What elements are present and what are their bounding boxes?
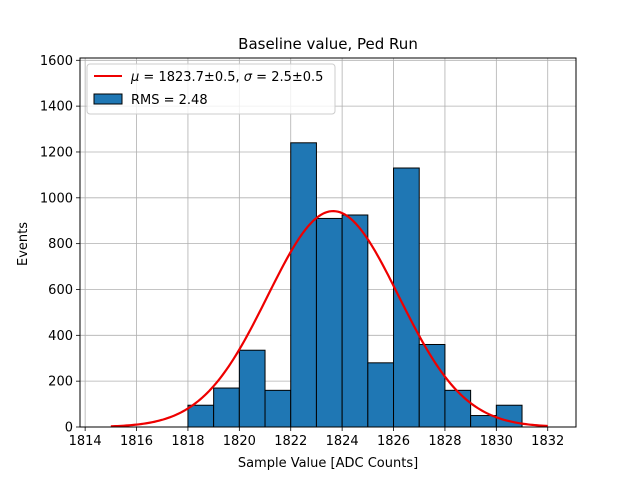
y-axis-ticks: 0 200 400 600 800 1000 1200 1400 1600 (40, 54, 80, 436)
legend: μ = 1823.7±0.5, σ = 2.5±0.5 RMS = 2.48 (86, 63, 336, 115)
legend-mu-value: = 1823.7±0.5, (143, 70, 239, 85)
x-tick-label: 1820 (223, 434, 256, 449)
x-axis-label: Sample Value [ADC Counts] (238, 456, 418, 471)
legend-hist-label: RMS = 2.48 (131, 93, 208, 108)
histogram-bar (238, 349, 266, 428)
x-tick-label: 1818 (171, 434, 204, 449)
y-tick-label: 1400 (40, 100, 73, 115)
y-tick-label: 600 (48, 283, 73, 298)
x-tick-label: 1832 (531, 434, 564, 449)
histogram-bar (315, 217, 343, 428)
x-tick-label: 1826 (377, 434, 410, 449)
y-tick-label: 200 (48, 375, 73, 390)
y-tick-label: 1200 (40, 145, 73, 160)
y-tick-label: 0 (65, 421, 73, 436)
legend-sigma-value: = 2.5±0.5 (256, 70, 323, 85)
histogram-bar (470, 415, 497, 428)
histogram-bars (187, 142, 523, 428)
legend-mu-symbol: μ (130, 70, 139, 85)
y-tick-label: 400 (48, 329, 73, 344)
x-tick-label: 1824 (326, 434, 359, 449)
axes-frame (79, 57, 577, 428)
x-tick-label: 1822 (274, 434, 307, 449)
legend-hist-swatch (93, 93, 123, 105)
histogram-bar (213, 387, 240, 428)
y-tick-label: 1600 (40, 54, 73, 69)
histogram-bar (290, 142, 317, 428)
x-tick-label: 1816 (120, 434, 153, 449)
x-axis-ticks: 1814 1816 1818 1820 1822 1824 1826 1828 1830 1832 (69, 427, 564, 449)
y-tick-label: 800 (48, 237, 73, 252)
x-tick-label: 1828 (428, 434, 461, 449)
histogram-bar (264, 389, 292, 428)
y-axis-label: Events (16, 222, 31, 266)
chart-title: Baseline value, Ped Run (238, 35, 418, 53)
histogram-bar (341, 214, 369, 428)
histogram-bar (444, 389, 472, 428)
gaussian-fit (110, 210, 548, 428)
histogram-bar (393, 167, 420, 428)
legend-sigma-symbol: σ (244, 70, 253, 85)
y-tick-label: 1000 (40, 191, 73, 206)
legend-fit-label: μ = 1823.7±0.5, σ = 2.5±0.5 (130, 70, 323, 85)
x-tick-label: 1814 (69, 434, 102, 449)
x-tick-label: 1830 (480, 434, 513, 449)
histogram-bar (367, 362, 395, 428)
legend-box (86, 63, 336, 115)
fit-curve (110, 210, 548, 428)
histogram-bar (187, 404, 215, 428)
